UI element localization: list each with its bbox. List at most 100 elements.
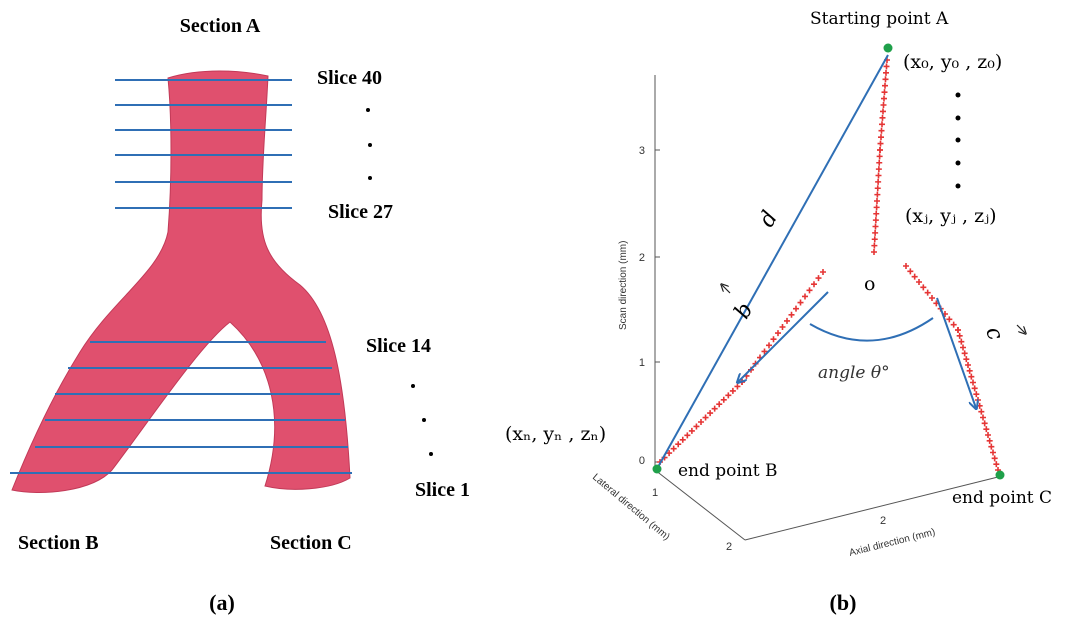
coordinate: (xₙ, yₙ , zₙ) — [505, 423, 606, 445]
tick-label: 1 — [652, 487, 658, 499]
centerline-point — [878, 134, 884, 140]
centerline-point — [693, 423, 699, 429]
centerline-point — [820, 269, 826, 275]
slice-label: Slice 27 — [328, 201, 393, 223]
centerline-point — [883, 76, 889, 82]
centerline-point — [876, 173, 882, 179]
centerline-point — [920, 284, 926, 290]
slice-label: Slice 1 — [415, 479, 470, 501]
centerline-point — [907, 268, 913, 274]
centerline-point — [993, 461, 999, 467]
centerline-point — [916, 279, 922, 285]
centerline-point — [872, 230, 878, 236]
centerline-point — [990, 450, 996, 456]
panel-a: Section A Slice 40 Slice 27 Slice 14 Sli… — [10, 15, 470, 615]
point-label: Starting point A — [810, 9, 949, 29]
centerline-point — [734, 383, 740, 389]
panel-label: (a) — [209, 590, 235, 615]
centerline-point — [703, 415, 709, 421]
ellipsis-dots — [956, 93, 961, 189]
centerline-point — [946, 316, 952, 322]
centerline-point — [811, 281, 817, 287]
figure: Section A Slice 40 Slice 27 Slice 14 Sli… — [0, 0, 1085, 622]
axis-title: Axial direction (mm) — [848, 527, 936, 559]
centerline-point — [968, 374, 974, 380]
axis-title: Lateral direction (mm) — [590, 472, 672, 543]
centerline-point — [880, 115, 886, 121]
centerline-point — [957, 333, 963, 339]
centerline-point — [879, 121, 885, 127]
centerline-point — [807, 287, 813, 293]
centerline-point — [882, 83, 888, 89]
centerline-point — [721, 397, 727, 403]
centerline-point — [712, 406, 718, 412]
vessel — [12, 71, 350, 493]
direction-arrow — [722, 285, 730, 293]
centerline-point — [879, 128, 885, 134]
line-label: c — [980, 324, 1008, 344]
line-label: d — [754, 207, 783, 232]
arrow-b — [738, 292, 828, 382]
centerline-point — [698, 419, 704, 425]
centerline-point — [987, 438, 993, 444]
centerline-point — [965, 362, 971, 368]
coordinate: (x₀, y₀ , z₀) — [903, 51, 1002, 73]
centerline-point — [707, 410, 713, 416]
centerline-point — [982, 420, 988, 426]
centerline-point — [716, 401, 722, 407]
centerline-point — [684, 432, 690, 438]
centerline-point — [680, 437, 686, 443]
centerline-point — [963, 356, 969, 362]
centerline-points — [657, 57, 1001, 473]
ellipsis-dots — [366, 108, 433, 456]
section-label: Section A — [180, 15, 261, 37]
coordinate: (xⱼ, yⱼ , zⱼ) — [905, 205, 997, 227]
tick-label: 3 — [639, 145, 645, 157]
tick-label: 0 — [639, 455, 645, 467]
centerline-point — [798, 300, 804, 306]
centerline-point — [775, 330, 781, 336]
tick-label: 2 — [639, 252, 645, 264]
angle-arc — [810, 318, 933, 341]
slice-label: Slice 14 — [366, 335, 431, 357]
centerline-point — [876, 160, 882, 166]
tick-label: 1 — [639, 357, 645, 369]
centerline-point — [992, 455, 998, 461]
centerline-point — [883, 70, 889, 76]
point-label: end point C — [952, 488, 1052, 508]
centerline-point — [975, 397, 981, 403]
centerline-point — [871, 249, 877, 255]
centerline-point — [884, 63, 890, 69]
centerline-point — [877, 153, 883, 159]
centerline-point — [671, 446, 677, 452]
centerline-point — [872, 236, 878, 242]
centerline-point — [874, 198, 880, 204]
point-c — [996, 471, 1005, 480]
slice-label: Slice 40 — [317, 67, 382, 89]
centerline-point — [789, 312, 795, 318]
panel-b: 3 2 1 0 1 2 2 Scan direction (mm) Latera… — [505, 9, 1052, 615]
centerline-point — [689, 428, 695, 434]
centerline-point — [802, 293, 808, 299]
centerline-point — [771, 336, 777, 342]
centerline-point — [972, 385, 978, 391]
line-d — [658, 55, 888, 467]
section-label: Section B — [18, 532, 99, 554]
centerline-point — [816, 275, 822, 281]
centerline-point — [881, 96, 887, 102]
point-label: end point B — [678, 461, 778, 481]
centerline-point — [955, 327, 961, 333]
section-label: Section C — [270, 532, 352, 554]
centerline-point — [985, 432, 991, 438]
centerline-point — [874, 204, 880, 210]
centerline-point — [878, 141, 884, 147]
centerline-point — [912, 274, 918, 280]
centerline-point — [983, 426, 989, 432]
centerline-point — [877, 147, 883, 153]
centerline-point — [988, 444, 994, 450]
centerline-point — [951, 322, 957, 328]
origin-label: o — [864, 273, 875, 295]
line-label: b — [730, 298, 759, 323]
centerline-point — [873, 217, 879, 223]
centerline-point — [876, 166, 882, 172]
